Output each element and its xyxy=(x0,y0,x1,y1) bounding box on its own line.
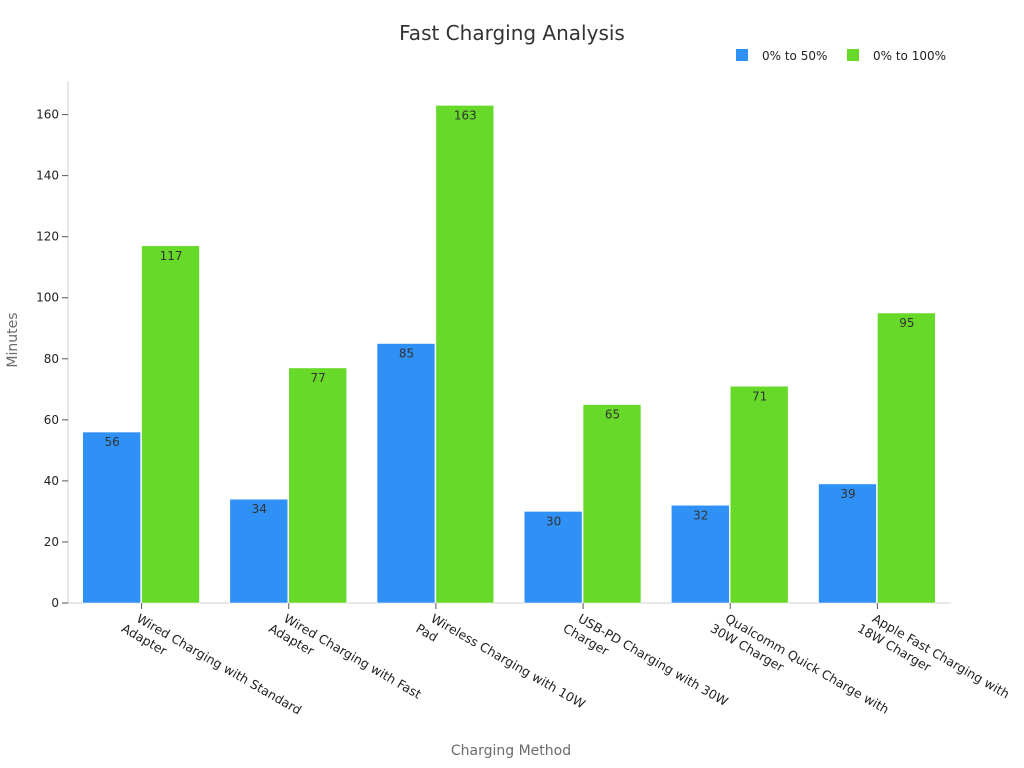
legend-label: 0% to 100% xyxy=(873,49,946,63)
y-tick-label: 160 xyxy=(36,108,59,122)
bar xyxy=(523,511,583,604)
legend-label: 0% to 50% xyxy=(762,49,827,63)
data-labels: 56 117 34 77 85 163 30 65 32 71 39 95 xyxy=(105,108,915,528)
bars xyxy=(82,105,936,604)
data-label: 65 xyxy=(605,408,620,422)
data-label: 39 xyxy=(840,487,855,501)
legend-swatch xyxy=(847,49,859,61)
bar xyxy=(671,505,730,604)
bar xyxy=(229,498,288,604)
y-tick-label: 100 xyxy=(36,291,59,305)
bar xyxy=(877,312,936,604)
data-label: 163 xyxy=(454,108,477,122)
data-label: 117 xyxy=(160,249,183,263)
data-label: 32 xyxy=(693,508,708,522)
bar xyxy=(288,367,347,604)
y-tick-label: 40 xyxy=(44,474,59,488)
bar xyxy=(141,245,200,604)
data-label: 30 xyxy=(546,514,561,528)
chart-title: Fast Charging Analysis xyxy=(399,21,625,45)
data-label: 95 xyxy=(899,316,914,330)
data-label: 34 xyxy=(252,502,267,516)
data-label: 56 xyxy=(105,435,120,449)
x-axis-title: Charging Method xyxy=(451,743,571,759)
y-tick-label: 60 xyxy=(44,413,59,427)
y-axis-title: Minutes xyxy=(5,312,21,367)
bar xyxy=(730,386,789,604)
data-label: 71 xyxy=(752,389,767,403)
y-tick-label: 120 xyxy=(36,230,59,244)
bar xyxy=(582,404,642,604)
legend: 0% to 50% 0% to 100% xyxy=(736,49,946,63)
y-tick-label: 0 xyxy=(51,596,59,610)
x-tick-label: USB-PD Charging with 30WCharger xyxy=(561,607,731,723)
bar xyxy=(376,343,436,604)
y-tick-label: 140 xyxy=(36,169,59,183)
bar xyxy=(435,105,495,604)
data-label: 85 xyxy=(399,347,414,361)
legend-swatch xyxy=(736,49,748,61)
y-tick-label: 20 xyxy=(44,535,59,549)
x-tick-label: Wireless Charging with 10WPad xyxy=(413,607,587,726)
y-tick-label: 80 xyxy=(44,352,59,366)
bar xyxy=(82,431,141,604)
bar xyxy=(818,483,877,604)
data-label: 77 xyxy=(311,371,326,385)
